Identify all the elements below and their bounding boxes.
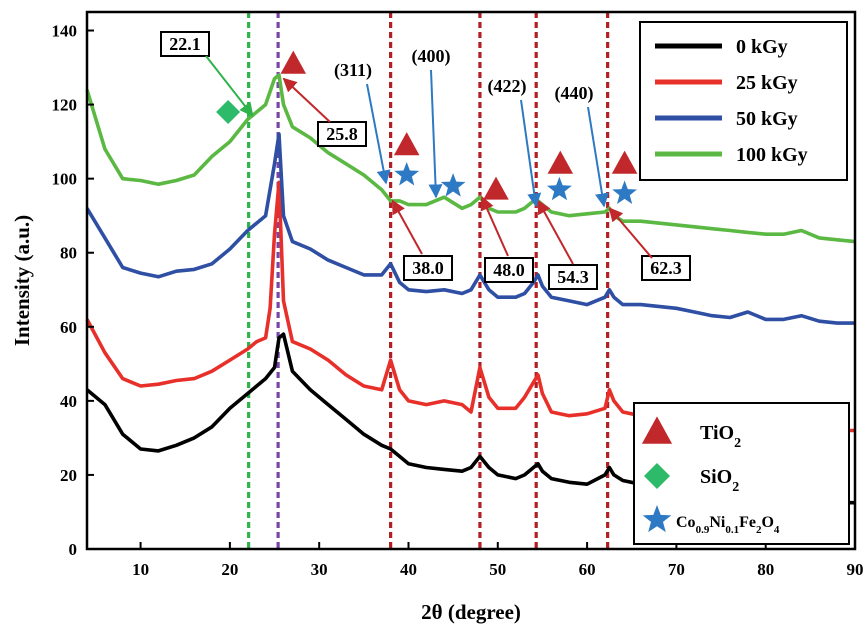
x-tick-label: 90 xyxy=(847,560,864,579)
y-axis-title: Intensity (a.u.) xyxy=(10,215,34,346)
arrow-54-3 xyxy=(537,199,574,265)
hkl-label: (440) xyxy=(555,83,594,104)
hkl-label: (311) xyxy=(334,60,372,81)
tio2-marker xyxy=(280,50,307,74)
phase-legend-label: TiO2 xyxy=(700,422,741,451)
peak-label-48-0-box xyxy=(484,257,534,283)
y-tick-label: 0 xyxy=(69,540,78,559)
ferrite-marker xyxy=(394,162,420,186)
arrow-62-3 xyxy=(608,207,653,259)
x-tick-label: 60 xyxy=(579,560,596,579)
phase-legend-label: SiO2 xyxy=(700,466,739,495)
x-tick-label: 80 xyxy=(757,560,774,579)
series-line-25-kgy xyxy=(85,180,855,433)
y-tick-label: 40 xyxy=(60,392,77,411)
legend-label: 25 kGy xyxy=(736,72,798,94)
legend-tio2-icon xyxy=(641,416,673,444)
peak-label-25-8: 25.8 xyxy=(326,124,358,144)
ferrite-marker xyxy=(612,180,637,204)
y-tick-label: 140 xyxy=(52,22,78,41)
x-tick-label: 30 xyxy=(311,560,328,579)
peak-label-38-0-box xyxy=(403,255,453,281)
legend-label: 0 kGy xyxy=(736,36,788,58)
x-tick-label: 10 xyxy=(132,560,149,579)
arrow-48-0 xyxy=(480,195,509,257)
y-tick-label: 100 xyxy=(52,170,78,189)
legend-label: 50 kGy xyxy=(736,108,798,130)
ferrite-marker xyxy=(440,173,466,197)
sio2-marker xyxy=(216,99,241,124)
x-tick-label: 50 xyxy=(489,560,506,579)
ferrite-marker xyxy=(547,176,572,201)
phase-legend-label: Co0.9Ni0.1Fe2O4 xyxy=(676,514,780,536)
tio2-marker xyxy=(611,150,638,174)
legend-ferrite-icon xyxy=(642,505,672,533)
x-tick-label: 70 xyxy=(668,560,685,579)
peak-label-54-3: 54.3 xyxy=(557,267,589,287)
hkl-arrow xyxy=(520,99,542,208)
tio2-marker xyxy=(483,176,509,200)
y-tick-label: 120 xyxy=(52,96,78,115)
legend-sio2-icon xyxy=(644,463,670,489)
x-tick-label: 20 xyxy=(221,560,238,579)
peak-label-22-1-box xyxy=(160,31,210,57)
hkl-arrow xyxy=(366,83,391,185)
phase-legend xyxy=(633,402,850,545)
peak-label-54-3-box xyxy=(548,264,598,290)
hkl-label: (422) xyxy=(488,76,527,97)
series-line-50-kgy xyxy=(85,132,855,325)
tio2-marker xyxy=(547,150,574,174)
arrow-22-1 xyxy=(205,55,254,117)
hkl-arrow xyxy=(428,69,443,199)
peak-label-62-3-box xyxy=(641,255,691,281)
series-line-100-kgy xyxy=(85,73,856,244)
peak-label-62-3: 62.3 xyxy=(650,258,682,278)
hkl-label: (400) xyxy=(412,46,451,67)
arrow-38-0 xyxy=(391,199,423,255)
peak-label-48-0: 48.0 xyxy=(493,260,525,280)
y-tick-label: 80 xyxy=(60,244,77,263)
peak-label-22-1: 22.1 xyxy=(169,34,201,54)
y-tick-label: 20 xyxy=(60,466,77,485)
y-tick-label: 60 xyxy=(60,318,77,337)
plot-frame xyxy=(85,10,857,551)
x-tick-label: 40 xyxy=(400,560,417,579)
x-axis-title: 2θ (degree) xyxy=(421,600,521,624)
peak-label-38-0: 38.0 xyxy=(412,258,444,278)
tio2-marker xyxy=(393,132,420,156)
peak-label-25-8-box xyxy=(317,121,367,147)
arrow-25-8 xyxy=(282,77,331,123)
legend-label: 100 kGy xyxy=(736,144,808,166)
hkl-arrow xyxy=(587,106,609,208)
